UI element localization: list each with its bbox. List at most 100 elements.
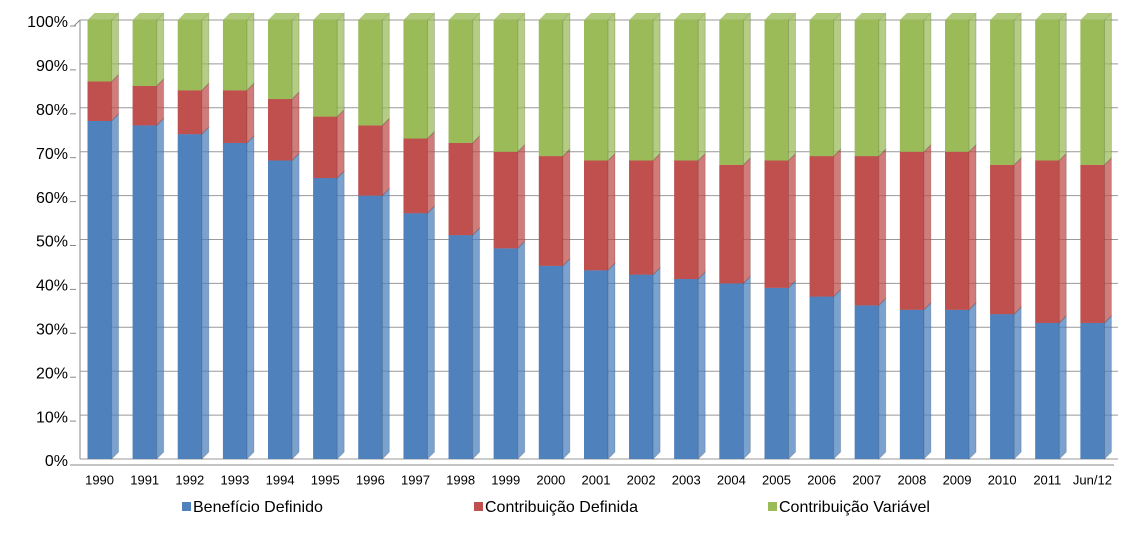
bar-segment bbox=[629, 266, 661, 461]
bar-segment bbox=[899, 143, 932, 311]
bar-segment bbox=[493, 11, 526, 153]
bar-segment bbox=[990, 305, 1022, 461]
bar-segment bbox=[268, 90, 300, 162]
bar-segment bbox=[403, 11, 435, 140]
bar-segment bbox=[764, 152, 797, 289]
bar-segment bbox=[177, 125, 210, 461]
x-tick-label: 2007 bbox=[852, 472, 881, 487]
bar-segment bbox=[268, 11, 300, 101]
bar-segment bbox=[1035, 11, 1067, 162]
y-tick-label: 20% bbox=[36, 365, 68, 382]
bar-segment bbox=[674, 11, 706, 162]
x-tick-label: 2005 bbox=[762, 472, 791, 487]
bar-segment bbox=[854, 147, 887, 307]
bar-segment bbox=[493, 240, 526, 461]
bar-segment bbox=[177, 82, 210, 136]
y-tick-label: 70% bbox=[36, 146, 68, 163]
bar-segment bbox=[538, 257, 571, 461]
bar-segment bbox=[629, 11, 661, 162]
y-tick-label: 10% bbox=[36, 409, 68, 426]
bar-segment bbox=[1035, 152, 1067, 325]
y-tick-label: 90% bbox=[36, 58, 68, 75]
bar-segment bbox=[313, 11, 345, 118]
x-tick-label: 2009 bbox=[943, 472, 972, 487]
bar-segment bbox=[313, 108, 345, 180]
bar-segment bbox=[945, 11, 977, 153]
bar-segment bbox=[87, 11, 120, 83]
y-tick-label: 40% bbox=[36, 278, 68, 295]
bar-segment bbox=[945, 143, 977, 311]
x-tick-label: 2000 bbox=[536, 472, 565, 487]
bar-segment bbox=[222, 134, 255, 461]
bar-segment bbox=[177, 11, 210, 92]
axis-line bbox=[73, 19, 81, 27]
bar-segment bbox=[448, 226, 481, 461]
bar-segment bbox=[358, 187, 390, 461]
legend-swatch bbox=[474, 502, 483, 511]
bar-segment bbox=[809, 288, 842, 461]
legend-label: Benefício Definido bbox=[193, 499, 323, 516]
bar-segment bbox=[132, 77, 165, 127]
x-tick-label: 2010 bbox=[988, 472, 1017, 487]
x-tick-label: 2008 bbox=[897, 472, 926, 487]
bar-segment bbox=[719, 156, 751, 285]
bar-segment bbox=[674, 152, 706, 281]
x-tick-label: 2001 bbox=[582, 472, 611, 487]
bar-segment bbox=[403, 204, 435, 461]
x-tick-label: 1990 bbox=[85, 472, 114, 487]
bar-segment bbox=[448, 11, 481, 145]
y-tick-label: 30% bbox=[36, 322, 68, 339]
x-tick-label: 1992 bbox=[175, 472, 204, 487]
x-tick-label: 1993 bbox=[220, 472, 249, 487]
x-tick-label: 1994 bbox=[266, 472, 295, 487]
x-tick-label: 2002 bbox=[627, 472, 656, 487]
bar-segment bbox=[584, 11, 616, 162]
bar-segment bbox=[1080, 314, 1112, 461]
legend-swatch bbox=[182, 502, 191, 511]
bar-segment bbox=[358, 117, 390, 197]
x-tick-label: 2004 bbox=[717, 472, 746, 487]
x-tick-label: Jun/12 bbox=[1073, 472, 1112, 487]
y-tick-label: 80% bbox=[36, 102, 68, 119]
y-tick-label: 50% bbox=[36, 234, 68, 251]
bar-segment bbox=[584, 262, 616, 461]
bar-segment bbox=[809, 147, 842, 298]
bar-segment bbox=[719, 275, 751, 461]
bar-segment bbox=[719, 11, 751, 167]
bar-segment bbox=[899, 301, 932, 461]
x-tick-label: 1998 bbox=[446, 472, 475, 487]
bar-segment bbox=[945, 301, 977, 461]
bar-segment bbox=[448, 134, 481, 237]
bar-segment bbox=[132, 11, 165, 88]
x-tick-label: 1991 bbox=[130, 472, 159, 487]
bar-segment bbox=[268, 152, 300, 461]
legend-swatch bbox=[768, 502, 777, 511]
bar-segment bbox=[87, 73, 120, 123]
bar-segment bbox=[629, 152, 661, 276]
y-tick-label: 100% bbox=[27, 14, 68, 31]
bar-segment bbox=[222, 82, 255, 145]
bar-segment bbox=[764, 11, 797, 162]
bar-segment bbox=[854, 297, 887, 461]
bar-segment bbox=[403, 130, 435, 215]
bar-segment bbox=[1080, 156, 1112, 325]
y-tick-label: 60% bbox=[36, 190, 68, 207]
bar-segment bbox=[538, 147, 571, 268]
bar-segment bbox=[584, 152, 616, 272]
bar-segment bbox=[132, 117, 165, 461]
bar-segment bbox=[990, 11, 1022, 167]
x-tick-label: 1995 bbox=[311, 472, 340, 487]
bar-segment bbox=[990, 156, 1022, 316]
bar-segment bbox=[1035, 314, 1067, 461]
x-tick-label: 2006 bbox=[807, 472, 836, 487]
bar-segment bbox=[1080, 11, 1112, 167]
bar-segment bbox=[222, 11, 255, 92]
bar-segment bbox=[313, 169, 345, 461]
bar-segment bbox=[899, 11, 932, 153]
bar-segment bbox=[87, 112, 120, 461]
legend-label: Contribuição Definida bbox=[485, 499, 638, 516]
bar-segment bbox=[538, 11, 571, 158]
bar-segment bbox=[764, 279, 797, 461]
bar-segment bbox=[674, 270, 706, 461]
bar-segment bbox=[809, 11, 842, 158]
